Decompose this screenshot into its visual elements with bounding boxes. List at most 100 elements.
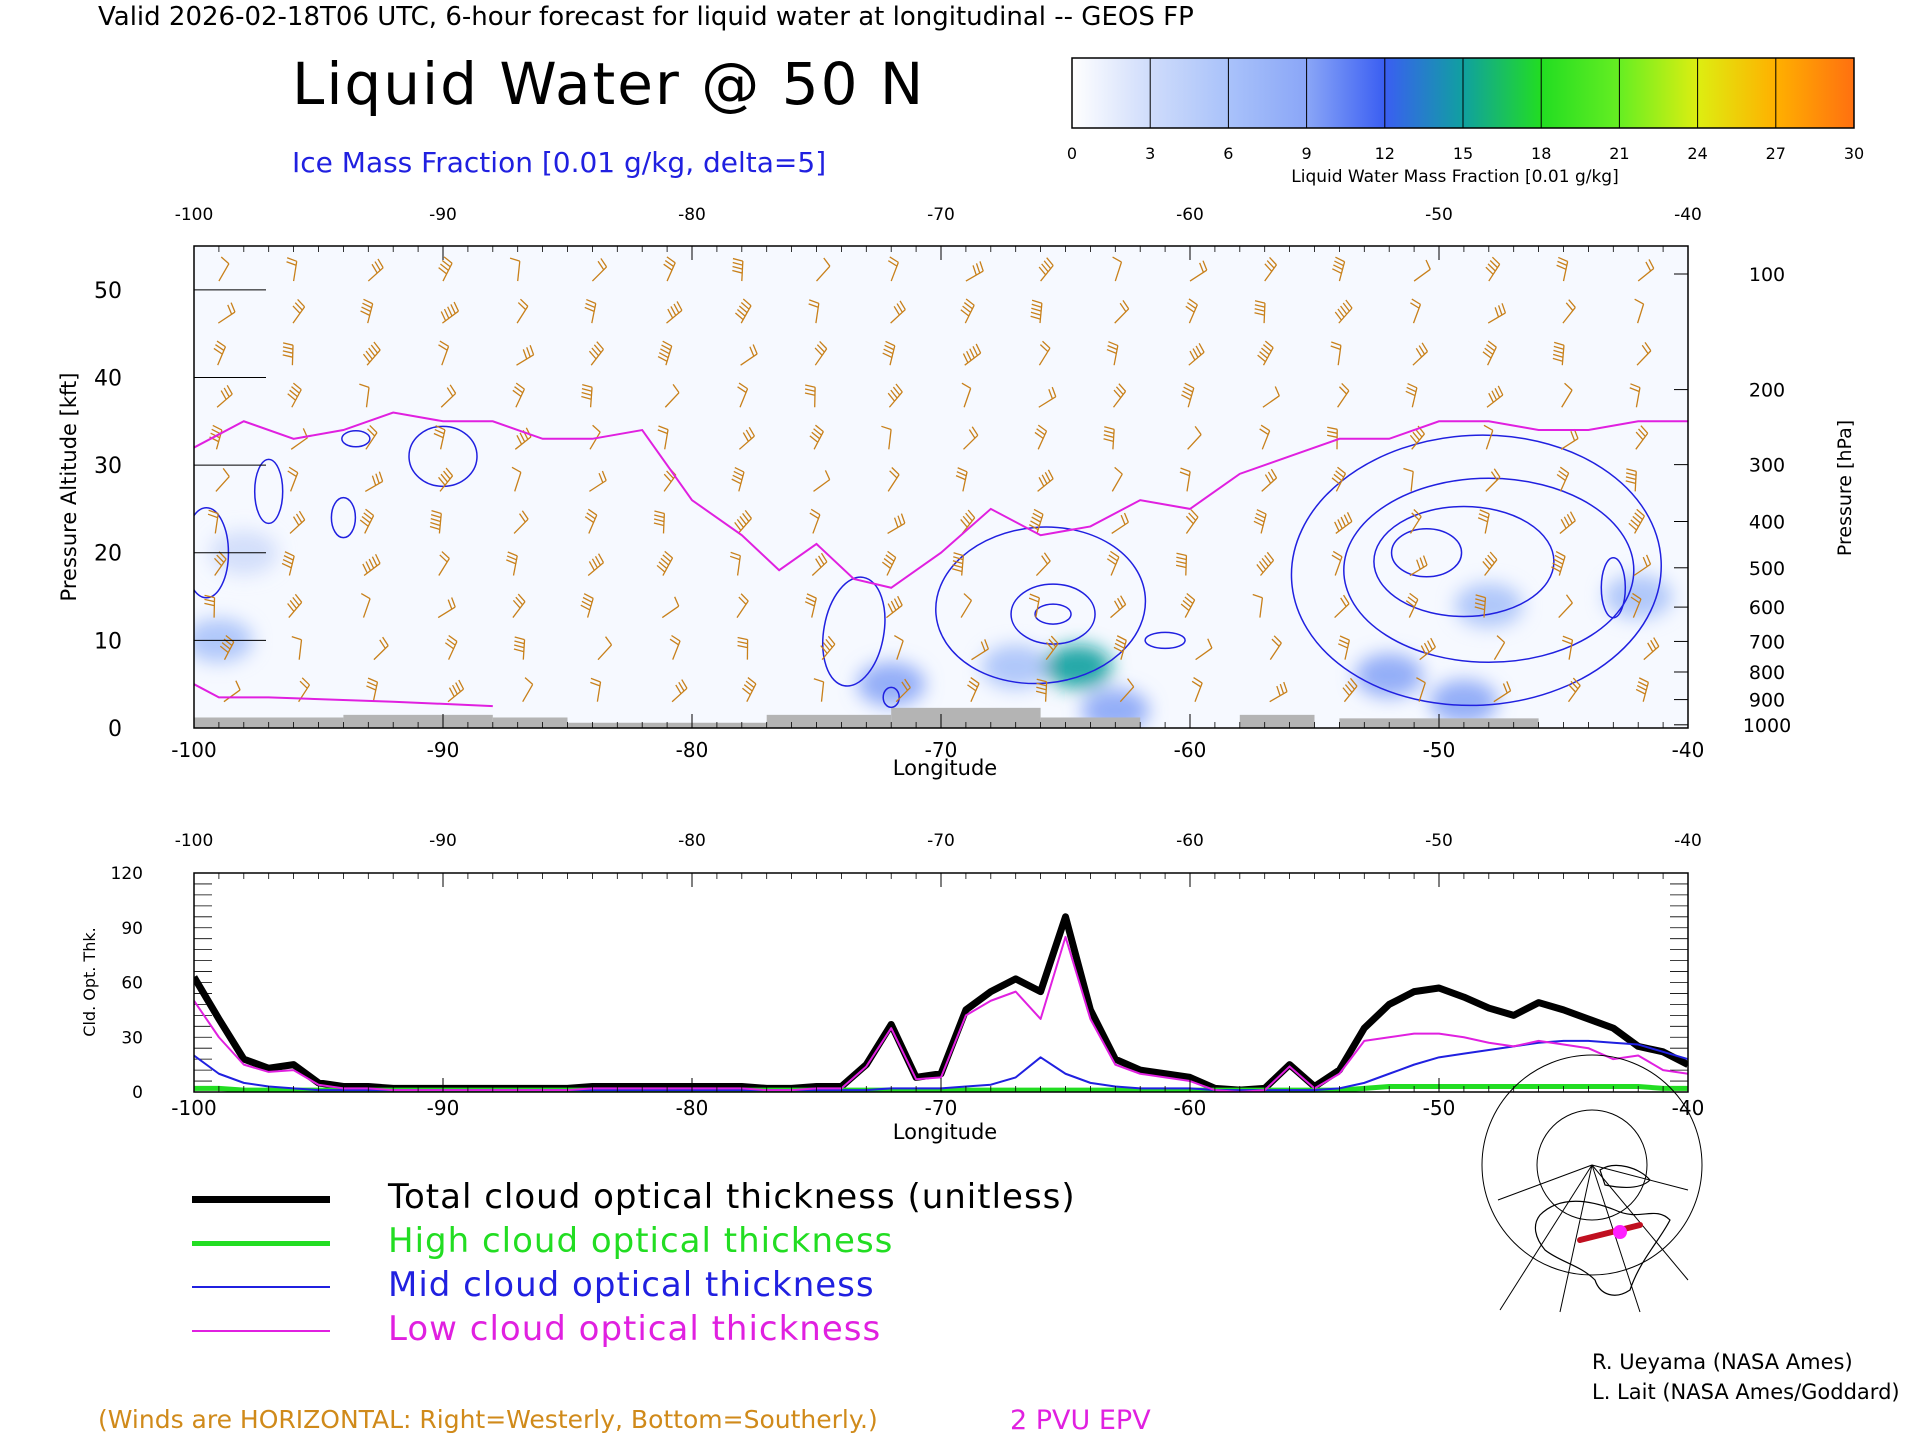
ice-contour <box>408 425 478 488</box>
barb-flag <box>1496 635 1506 643</box>
barb-flag <box>362 563 368 574</box>
wind-barb <box>281 551 295 576</box>
barb-shaft <box>664 429 669 450</box>
barb-flag <box>1120 595 1127 605</box>
wind-barb <box>1562 635 1574 660</box>
barb-flag <box>220 390 227 400</box>
colorbar: 0 3 6 9 12 15 18 21 24 27 30 Liquid Water Mass Fra… <box>1067 57 1864 187</box>
legend-label: High cloud optical thickness <box>388 1221 894 1261</box>
barb-shaft <box>1486 394 1504 408</box>
barb-flag <box>1114 642 1125 649</box>
barb-flag <box>204 594 215 599</box>
wind-barb <box>653 510 665 534</box>
x-tick-label: -90 <box>427 1096 460 1120</box>
barb-flag <box>1562 635 1573 641</box>
barb-shaft <box>1338 307 1353 324</box>
barb-flag <box>1112 256 1122 263</box>
wind-barb <box>1112 256 1123 282</box>
barb-shaft <box>290 437 308 450</box>
barb-flag <box>1273 635 1282 644</box>
barb-flag <box>588 561 595 571</box>
barb-flag <box>1482 561 1490 570</box>
barb-flag <box>747 677 757 685</box>
barb-flag <box>514 644 525 649</box>
barb-flag <box>1264 554 1272 564</box>
barb-flag <box>360 592 371 600</box>
wind-barb <box>736 593 749 618</box>
barb-shaft <box>887 522 906 535</box>
barb-flag <box>1568 299 1576 308</box>
barb-shaft <box>292 306 306 324</box>
wind-barb <box>882 340 896 366</box>
barb-flag <box>664 260 674 267</box>
barb-shaft <box>1038 347 1051 366</box>
barb-flag <box>1491 390 1498 401</box>
barb-flag <box>365 561 372 571</box>
barb-flag <box>1338 386 1348 395</box>
barb-flag <box>365 350 373 360</box>
pressure-tick-label: 700 <box>1749 631 1785 653</box>
wind-barb <box>1487 303 1507 324</box>
barb-shaft <box>1413 268 1431 282</box>
barb-flag <box>1640 425 1649 434</box>
barb-flag <box>367 428 376 437</box>
barb-shaft <box>1561 345 1565 366</box>
barb-flag <box>661 344 671 351</box>
barb-flag <box>1182 600 1192 608</box>
barb-flag <box>1552 353 1564 358</box>
x-tick-label-top: -50 <box>1425 831 1453 851</box>
barb-flag <box>1405 390 1416 397</box>
barb-shaft <box>962 471 968 492</box>
barb-flag <box>1103 434 1114 438</box>
barb-shaft <box>813 479 831 492</box>
barb-flag <box>1123 512 1129 523</box>
pvu-label: 2 PVU EPV <box>1010 1405 1151 1436</box>
barb-shaft <box>1412 351 1428 366</box>
barb-flag <box>663 473 672 483</box>
wind-barb <box>1482 551 1498 576</box>
barb-flag <box>1422 555 1428 566</box>
barb-flag <box>813 428 822 436</box>
barb-flag <box>1116 635 1127 641</box>
barb-flag <box>1568 684 1577 693</box>
barb-flag <box>967 509 976 519</box>
wind-barb <box>1037 469 1054 492</box>
wind-barb <box>1551 550 1566 576</box>
barb-flag <box>1188 298 1198 306</box>
barb-shaft <box>437 606 456 619</box>
barb-flag <box>590 681 601 687</box>
barb-flag <box>580 604 591 611</box>
wind-barb <box>437 597 456 619</box>
epv-2pvu-line-low <box>194 683 493 708</box>
barb-flag <box>1407 382 1418 389</box>
barb-shaft <box>1112 390 1127 408</box>
wind-barb <box>1106 341 1119 366</box>
barb-flag <box>813 678 824 683</box>
wind-barb <box>963 426 979 450</box>
wind-barb <box>894 635 904 660</box>
barb-flag <box>379 639 386 649</box>
barb-flag <box>1257 354 1266 363</box>
barb-shaft <box>665 345 673 366</box>
barb-shaft <box>663 474 677 492</box>
barb-flag <box>1486 344 1495 352</box>
barb-flag <box>235 680 241 691</box>
barb-flag <box>811 431 821 440</box>
barb-shaft <box>1111 473 1123 492</box>
pressure-tick-label: 400 <box>1749 511 1785 533</box>
colorbar-tick-label: 30 <box>1844 144 1864 163</box>
wind-barb <box>1493 681 1512 703</box>
barb-flag <box>962 353 969 364</box>
barb-flag <box>1553 349 1564 354</box>
barb-flag <box>1488 392 1494 403</box>
wind-barb <box>1485 256 1501 282</box>
barb-shaft <box>1635 432 1649 450</box>
wind-barb <box>516 345 535 366</box>
barb-flag <box>962 305 972 313</box>
barb-flag <box>295 513 303 523</box>
wind-barb <box>1330 341 1342 366</box>
barb-shaft <box>1409 564 1428 577</box>
barb-flag <box>1412 431 1420 441</box>
wind-barb <box>965 261 984 282</box>
barb-shaft <box>1643 645 1660 661</box>
